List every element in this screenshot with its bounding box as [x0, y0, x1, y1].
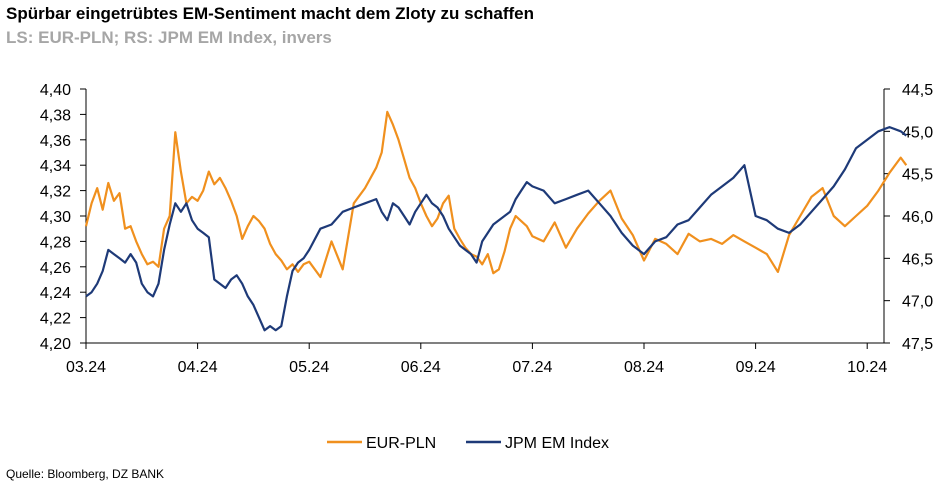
right-axis-tick-label: 46,0 — [902, 209, 933, 226]
x-axis-tick-label: 04.24 — [178, 359, 218, 376]
x-axis-tick-label: 09.24 — [736, 359, 776, 376]
left-axis-tick-label: 4,34 — [40, 158, 71, 175]
legend-label-jpm-em-index: JPM EM Index — [505, 435, 609, 452]
x-axis-tick-label: 03.24 — [66, 359, 106, 376]
x-axis-tick-label: 07.24 — [512, 359, 552, 376]
x-axis-tick-label: 05.24 — [289, 359, 329, 376]
chart-subtitle: LS: EUR-PLN; RS: JPM EM Index, invers — [6, 28, 332, 47]
legend-label-eur-pln: EUR-PLN — [366, 435, 436, 452]
x-axis-tick-label: 08.24 — [624, 359, 664, 376]
legend: EUR-PLN JPM EM Index — [327, 435, 609, 452]
right-axis-tick-label: 47,5 — [902, 336, 933, 353]
chart-title: Spürbar eingetrübtes EM-Sentiment macht … — [6, 4, 535, 23]
x-axis-tick-label: 10.24 — [847, 359, 887, 376]
left-axis-tick-label: 4,20 — [40, 336, 71, 353]
source-note: Quelle: Bloomberg, DZ BANK — [6, 467, 165, 481]
left-axis-tick-label: 4,22 — [40, 311, 71, 328]
left-axis-tick-label: 4,36 — [40, 133, 71, 150]
right-axis-tick-label: 46,5 — [902, 251, 933, 268]
left-axis-tick-label: 4,30 — [40, 209, 71, 226]
left-axis-tick-label: 4,28 — [40, 234, 71, 251]
right-axis-tick-label: 45,5 — [902, 167, 933, 184]
series-lines — [84, 110, 908, 332]
axes: 4,40 4,38 4,36 4,34 4,32 4,30 4,28 4,26 4,24 4,22… — [40, 82, 933, 376]
left-axis-tick-label: 4,38 — [40, 107, 71, 124]
left-axis-tick-label: 4,32 — [40, 184, 71, 201]
right-axis-tick-label: 45,0 — [902, 124, 933, 141]
x-axis-tick-label: 06.24 — [401, 359, 441, 376]
left-axis-tick-label: 4,26 — [40, 260, 71, 277]
right-axis-tick-label: 47,0 — [902, 294, 933, 311]
series-line-jpm-em-index — [85, 125, 907, 332]
left-axis-tick-label: 4,24 — [40, 285, 71, 302]
right-axis-tick-label: 44,5 — [902, 82, 933, 99]
left-axis-tick-label: 4,40 — [40, 82, 71, 99]
series-line-eur-pln — [84, 110, 908, 279]
